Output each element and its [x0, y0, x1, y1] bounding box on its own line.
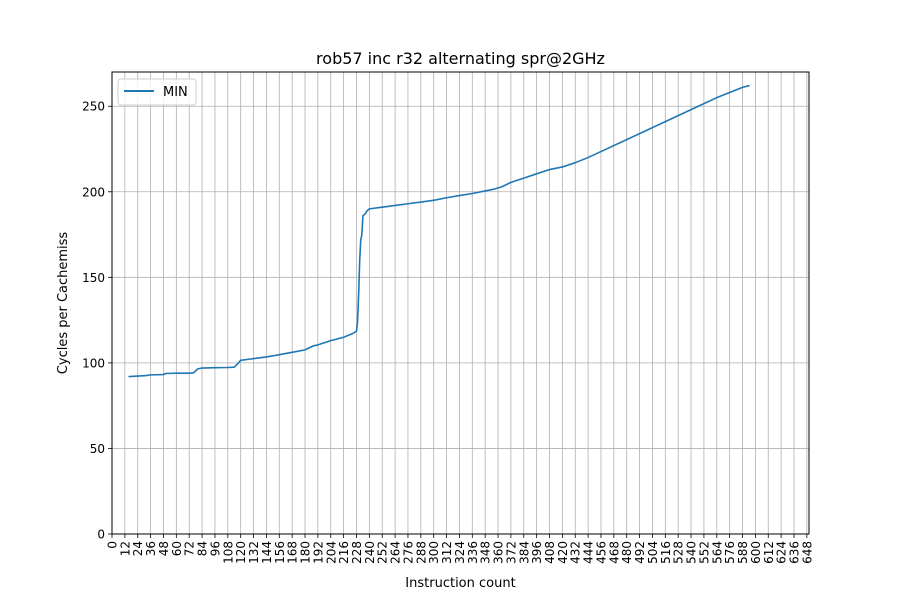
x-tick-label: 384	[517, 541, 531, 564]
x-tick-label: 108	[221, 541, 235, 564]
x-tick-label: 12	[118, 541, 132, 556]
y-axis-ticks: 0 50 100 150 200 250	[82, 100, 112, 542]
y-tick-label: 50	[90, 442, 105, 456]
x-tick-label: 156	[273, 541, 287, 564]
x-tick-label: 300	[427, 541, 441, 564]
x-tick-label: 444	[582, 541, 596, 564]
x-tick-label: 624	[775, 541, 789, 564]
x-tick-label: 336	[466, 541, 480, 564]
x-tick-label: 588	[736, 541, 750, 564]
y-tick-label: 200	[82, 185, 105, 199]
x-tick-label: 204	[324, 541, 338, 564]
series-layer	[128, 84, 750, 378]
x-tick-label: 372	[504, 541, 518, 564]
x-tick-label: 408	[543, 541, 557, 564]
x-tick-label: 564	[710, 541, 724, 564]
x-tick-label: 420	[556, 541, 570, 564]
x-tick-label: 216	[337, 541, 351, 564]
x-tick-label: 96	[208, 541, 222, 556]
x-tick-label: 192	[311, 541, 325, 564]
y-tick-label: 250	[82, 100, 105, 114]
x-tick-label: 252	[376, 541, 390, 564]
x-tick-label: 648	[800, 541, 814, 564]
x-tick-label: 288	[414, 541, 428, 564]
x-tick-label: 600	[749, 541, 763, 564]
y-axis-label: Cycles per Cachemiss	[56, 232, 71, 375]
x-tick-label: 504	[646, 541, 660, 564]
y-tick-label: 0	[97, 528, 105, 542]
x-tick-label: 180	[299, 541, 313, 564]
x-tick-label: 48	[157, 541, 171, 556]
x-tick-label: 348	[479, 541, 493, 564]
x-tick-label: 312	[440, 541, 454, 564]
series-line-min	[128, 84, 750, 378]
x-tick-label: 480	[620, 541, 634, 564]
x-tick-label: 36	[144, 541, 158, 556]
x-tick-label: 240	[363, 541, 377, 564]
x-tick-label: 576	[723, 541, 737, 564]
x-tick-label: 120	[234, 541, 248, 564]
x-tick-label: 612	[762, 541, 776, 564]
x-tick-label: 636	[787, 541, 801, 564]
y-tick-label: 150	[82, 271, 105, 285]
x-tick-label: 276	[401, 541, 415, 564]
x-tick-label: 72	[183, 541, 197, 556]
x-tick-label: 360	[492, 541, 506, 564]
x-axis-label: Instruction count	[405, 576, 515, 591]
x-tick-label: 468	[607, 541, 621, 564]
x-tick-label: 552	[697, 541, 711, 564]
x-tick-label: 84	[196, 541, 210, 556]
chart-title: rob57 inc r32 alternating spr@2GHz	[316, 49, 605, 68]
x-axis-ticks: 0122436486072849610812013214415616818019…	[106, 534, 814, 564]
x-gridlines	[111, 72, 808, 534]
x-tick-label: 516	[659, 541, 673, 564]
x-tick-label: 528	[672, 541, 686, 564]
x-tick-label: 432	[569, 541, 583, 564]
x-tick-label: 264	[389, 541, 403, 564]
x-tick-label: 132	[247, 541, 261, 564]
x-tick-label: 168	[286, 541, 300, 564]
x-tick-label: 540	[685, 541, 699, 564]
x-tick-label: 492	[633, 541, 647, 564]
x-tick-label: 0	[106, 541, 120, 549]
x-tick-label: 324	[453, 541, 467, 564]
y-tick-label: 100	[82, 356, 105, 370]
legend-box	[117, 78, 197, 106]
x-tick-label: 144	[260, 541, 274, 564]
x-tick-label: 24	[131, 541, 145, 556]
x-tick-label: 228	[350, 541, 364, 564]
x-tick-label: 396	[530, 541, 544, 564]
legend-label-min: MIN	[163, 85, 188, 100]
x-tick-label: 456	[594, 541, 608, 564]
plot-frame	[111, 71, 810, 535]
x-tick-label: 60	[170, 541, 184, 556]
legend: MIN	[117, 78, 197, 106]
plot-area	[112, 72, 809, 534]
